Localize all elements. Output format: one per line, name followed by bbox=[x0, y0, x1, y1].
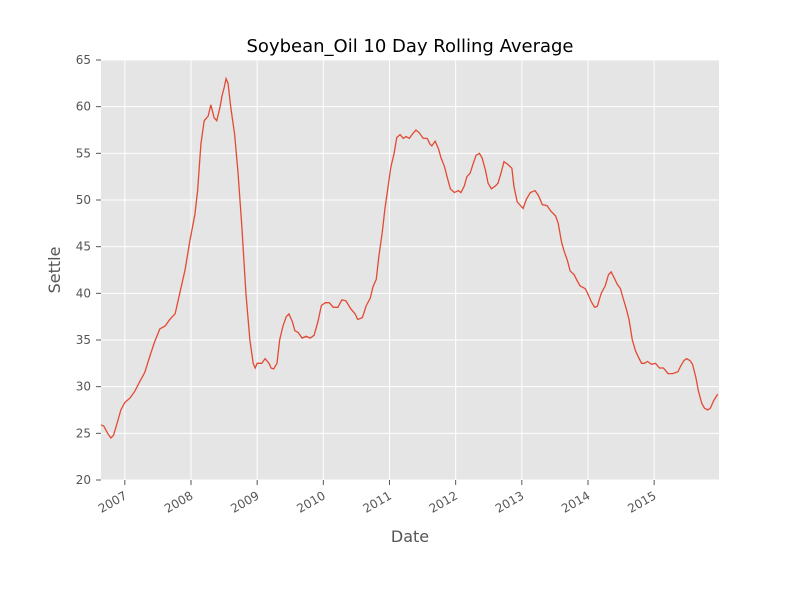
x-tick-label: 2014 bbox=[559, 488, 592, 515]
plot-area bbox=[101, 60, 719, 480]
y-tick-label: 35 bbox=[76, 333, 91, 347]
x-tick-label: 2013 bbox=[493, 488, 526, 515]
data-line bbox=[100, 76, 719, 440]
y-tick-label: 45 bbox=[76, 240, 91, 254]
x-tick-label: 2010 bbox=[294, 488, 327, 515]
y-tick-label: 65 bbox=[76, 53, 91, 67]
y-tick-label: 60 bbox=[76, 100, 91, 114]
y-tick-label: 30 bbox=[76, 380, 91, 394]
x-tick-label: 2012 bbox=[427, 488, 460, 515]
y-axis-label: Settle bbox=[45, 247, 64, 294]
y-tick-label: 55 bbox=[76, 146, 91, 160]
x-tick-label: 2008 bbox=[162, 488, 195, 515]
x-tick-label: 2007 bbox=[96, 488, 129, 515]
y-tick-label: 25 bbox=[76, 426, 91, 440]
y-tick-label: 40 bbox=[76, 286, 91, 300]
x-tick-label: 2009 bbox=[228, 488, 261, 515]
y-tick-label: 50 bbox=[76, 193, 91, 207]
x-tick-label: 2011 bbox=[361, 488, 394, 515]
x-axis-label: Date bbox=[391, 527, 429, 546]
x-tick-label: 2015 bbox=[625, 488, 658, 515]
chart-title: Soybean_Oil 10 Day Rolling Average bbox=[247, 36, 574, 57]
y-tick-label: 20 bbox=[76, 473, 91, 487]
